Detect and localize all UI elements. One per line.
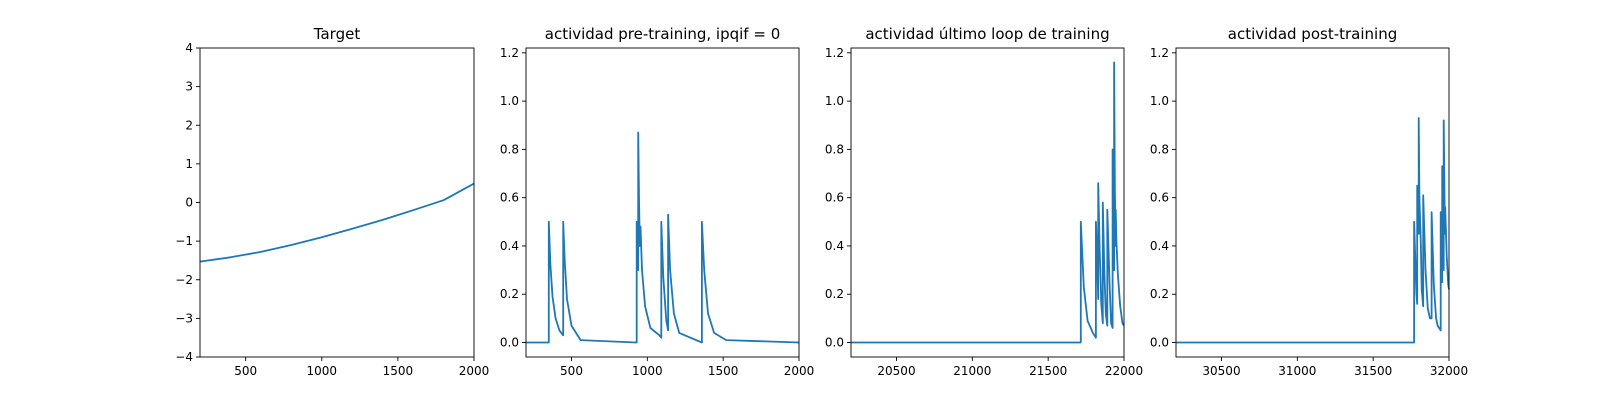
x-tick-label: 500 — [560, 364, 583, 378]
y-tick-label: 0.8 — [1150, 142, 1169, 156]
x-tick-label: 1000 — [632, 364, 663, 378]
series-line — [199, 182, 475, 263]
x-tick-label: 2000 — [459, 364, 490, 378]
x-tick-label: 21500 — [1029, 364, 1067, 378]
y-tick-label: 0.4 — [1150, 239, 1169, 253]
x-tick-label: 22000 — [1105, 364, 1143, 378]
y-tick-label: 0.2 — [825, 287, 844, 301]
panel-2: actividad pre-training, ipqif = 0 500 1000… — [500, 25, 814, 378]
x-tick-label: 31000 — [1278, 364, 1316, 378]
x-tick-label: 500 — [234, 364, 257, 378]
y-tick-label: 1.2 — [500, 46, 519, 60]
panel-title: actividad post-training — [1228, 25, 1397, 43]
y-tick-label: −4 — [175, 350, 193, 364]
panel-4: actividad post-training 30500 31000 31500 32… — [1150, 25, 1468, 378]
y-tick-label: −3 — [175, 311, 193, 325]
x-tick-label: 1000 — [307, 364, 338, 378]
x-tick-label: 1500 — [708, 364, 739, 378]
y-tick-label: 0.8 — [825, 142, 844, 156]
y-tick-label: 0.4 — [825, 239, 844, 253]
series-line — [526, 131, 800, 344]
x-tick-label: 20500 — [877, 364, 915, 378]
series-line — [851, 61, 1125, 344]
y-tick-label: 0.6 — [825, 191, 844, 205]
y-tick-label: 0.2 — [500, 287, 519, 301]
y-tick-label: 0.6 — [1150, 191, 1169, 205]
x-tick-label: 2000 — [784, 364, 815, 378]
y-tick-label: 1.0 — [1150, 94, 1169, 108]
y-tick-label: −1 — [175, 234, 193, 248]
y-tick-label: 0.6 — [500, 191, 519, 205]
y-tick-label: 0.8 — [500, 142, 519, 156]
axes-frame — [850, 47, 1125, 358]
y-tick-label: 3 — [185, 80, 193, 94]
y-tick-label: 0.2 — [1150, 287, 1169, 301]
panel-title: Target — [313, 25, 361, 43]
panel-3: actividad último loop de training 20500 21… — [825, 25, 1143, 378]
y-tick-label: −2 — [175, 273, 193, 287]
y-tick-label: 0 — [185, 196, 193, 210]
x-tick-label: 30500 — [1202, 364, 1240, 378]
y-tick-label: 1.2 — [1150, 46, 1169, 60]
axes-frame — [525, 47, 800, 358]
x-tick-label: 21000 — [953, 364, 991, 378]
y-tick-label: 1 — [185, 157, 193, 171]
axes-frame — [1175, 47, 1450, 358]
y-tick-label: 0.0 — [500, 336, 519, 350]
series-line — [1176, 117, 1450, 344]
y-tick-label: 0.0 — [825, 336, 844, 350]
x-tick-label: 1500 — [383, 364, 414, 378]
x-tick-label: 32000 — [1430, 364, 1468, 378]
y-tick-label: 1.0 — [825, 94, 844, 108]
x-tick-label: 31500 — [1354, 364, 1392, 378]
y-tick-label: 4 — [185, 41, 193, 55]
panel-title: actividad pre-training, ipqif = 0 — [545, 25, 781, 43]
y-tick-label: 1.0 — [500, 94, 519, 108]
y-tick-label: 0.4 — [500, 239, 519, 253]
panel-1: Target 500 1000 1500 2000 −4 −3 −2 −1 0 1 2 3 4 — [175, 25, 489, 378]
panel-title: actividad último loop de training — [865, 25, 1109, 43]
axes-frame — [199, 47, 475, 358]
y-tick-label: 1.2 — [825, 46, 844, 60]
y-tick-label: 2 — [185, 118, 193, 132]
y-tick-label: 0.0 — [1150, 336, 1169, 350]
